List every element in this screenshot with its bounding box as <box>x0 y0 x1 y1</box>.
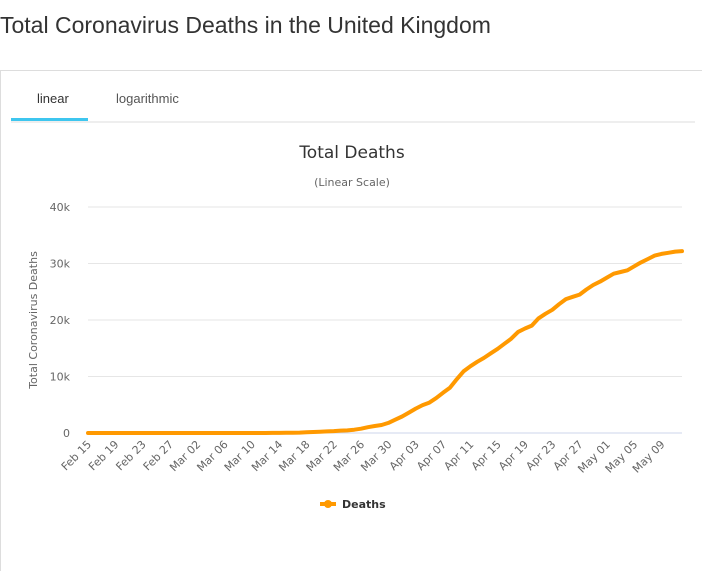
x-tick-label: Mar 30 <box>358 438 394 474</box>
chart-panel: linear logarithmic <box>0 70 702 571</box>
legend-item-deaths[interactable]: Deaths <box>320 498 386 511</box>
x-tick-label: Apr 03 <box>387 438 422 473</box>
y-tick-label: 30k <box>50 258 71 271</box>
y-tick-label: 20k <box>50 314 71 327</box>
legend-marker <box>324 500 332 508</box>
series-line-deaths[interactable] <box>86 249 684 435</box>
y-tick-label: 0 <box>63 427 70 440</box>
tab-logarithmic[interactable]: logarithmic <box>116 91 179 106</box>
y-axis-title: Total Coronavirus Deaths <box>27 251 40 390</box>
x-tick-label: Apr 23 <box>523 438 558 473</box>
chart-subtitle: (Linear Scale) <box>314 176 390 189</box>
page-title: Total Coronavirus Deaths in the United K… <box>0 12 491 38</box>
x-tick-label: Apr 07 <box>414 438 449 473</box>
scale-tabs: linear logarithmic <box>11 71 695 123</box>
y-tick-label: 40k <box>50 201 71 214</box>
chart-title: Total Deaths <box>298 143 405 163</box>
tab-linear[interactable]: linear <box>37 91 69 106</box>
legend-label: Deaths <box>342 498 386 511</box>
x-tick-label: Apr 15 <box>469 438 504 473</box>
active-tab-indicator <box>11 118 88 121</box>
chart: Total Deaths (Linear Scale) Total Corona… <box>27 143 684 511</box>
y-tick-label: 10k <box>50 371 71 384</box>
x-tick-label: Apr 19 <box>496 438 531 473</box>
x-tick-label: Apr 11 <box>441 438 476 473</box>
